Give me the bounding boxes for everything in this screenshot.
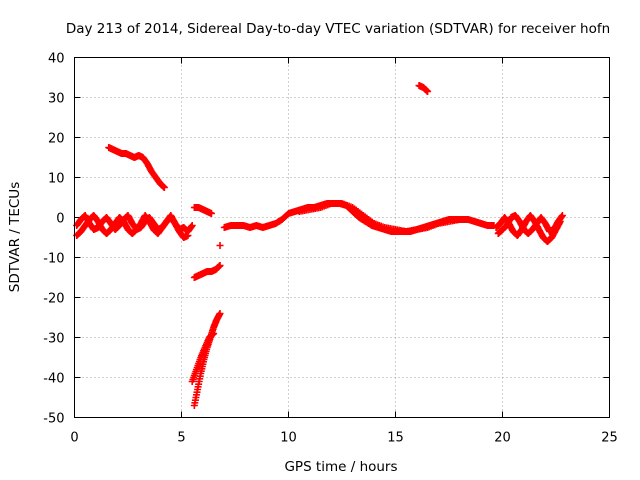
data-point-marker: [456, 216, 464, 223]
y-tick-label: -30: [43, 332, 64, 347]
y-tick-label: 10: [48, 172, 65, 187]
y-tick-label: 20: [48, 132, 65, 147]
y-tick-label: 0: [56, 212, 64, 227]
y-tick-label: 30: [48, 92, 65, 107]
y-tick-label: -10: [43, 252, 64, 267]
chart-title: Day 213 of 2014, Sidereal Day-to-day VTE…: [66, 21, 610, 37]
x-tick-label: 5: [177, 431, 185, 446]
y-tick-label: -50: [43, 412, 64, 427]
data-point-marker: [216, 262, 224, 269]
x-tick-label: 25: [601, 431, 618, 446]
data-point-marker: [210, 330, 218, 337]
y-tick-label: 40: [48, 52, 65, 67]
x-tick-label: 0: [70, 431, 78, 446]
y-tick-label: -20: [43, 292, 64, 307]
y-axis-label: SDTVAR / TECUs: [7, 182, 23, 292]
x-tick-label: 10: [280, 431, 297, 446]
data-point-marker: [184, 232, 192, 239]
x-tick-label: 20: [494, 431, 511, 446]
data-points: [73, 82, 566, 409]
data-point-marker: [188, 222, 196, 229]
data-point-marker: [216, 310, 224, 317]
gridlines: [74, 57, 610, 418]
data-point-marker: [207, 210, 215, 217]
y-tick-label: -40: [43, 372, 64, 387]
data-point-marker: [160, 184, 168, 191]
data-point-marker: [558, 212, 566, 219]
x-axis-label: GPS time / hours: [284, 459, 397, 475]
plot-frame: [74, 57, 610, 418]
data-point-marker: [216, 242, 224, 249]
data-point-marker: [424, 88, 432, 95]
x-tick-label: 15: [387, 431, 404, 446]
